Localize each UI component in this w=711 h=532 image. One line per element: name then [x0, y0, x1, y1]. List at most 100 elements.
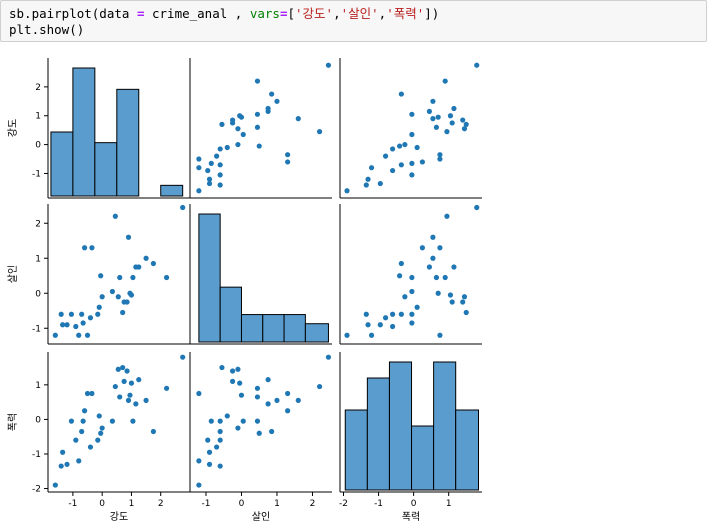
scatter-point: [274, 397, 280, 403]
y-tick-label: 1: [35, 112, 41, 122]
scatter-point: [254, 385, 261, 391]
scatter-point: [115, 294, 121, 300]
pairplot-cell-2-2: [339, 352, 482, 493]
scatter-point: [274, 98, 280, 104]
scatter-point: [344, 332, 350, 338]
y-tick-label: 2: [35, 83, 41, 93]
histogram-bar: [433, 361, 457, 491]
scatter-point: [60, 322, 66, 328]
scatter-point: [382, 153, 389, 159]
scatter-point: [96, 413, 102, 419]
scatter-point: [60, 449, 66, 455]
scatter-point: [254, 418, 261, 424]
histogram-bar: [198, 213, 221, 343]
x-tick-label: -1: [68, 499, 77, 509]
scatter-point: [133, 401, 139, 407]
scatter-point: [368, 332, 375, 338]
x-tick-label: -1: [201, 499, 210, 509]
histogram-bar: [94, 142, 118, 197]
scatter-point: [474, 62, 480, 68]
scatter-point: [235, 141, 241, 148]
scatter-point: [219, 121, 225, 127]
scatter-point: [208, 160, 214, 166]
scatter-point: [398, 311, 404, 317]
scatter-point: [130, 418, 136, 424]
scatter-point: [115, 366, 121, 372]
scatter-point: [409, 111, 415, 117]
scatter-point: [451, 264, 457, 270]
histogram-bar: [455, 409, 479, 491]
x-tick-label: 1: [129, 499, 135, 509]
histogram-bar: [388, 361, 413, 491]
scatter-point: [461, 126, 468, 132]
y-tick-label: 1: [35, 381, 41, 391]
scatter-point: [238, 392, 245, 398]
scatter-point: [219, 364, 225, 371]
scatter-point: [127, 290, 133, 296]
scatter-point: [254, 111, 261, 117]
scatter-point: [133, 264, 139, 270]
scatter-point: [365, 176, 371, 182]
scatter-point: [95, 311, 101, 317]
scatter-point: [80, 320, 86, 326]
scatter-point: [430, 255, 436, 261]
scatter-point: [121, 378, 127, 384]
scatter-point: [205, 167, 211, 174]
x-axis-label: 살인: [252, 511, 270, 523]
histogram-bar: [116, 88, 140, 197]
scatter-point: [81, 408, 88, 414]
scatter-point: [76, 458, 82, 464]
scatter-point: [127, 392, 133, 398]
scatter-point: [295, 116, 301, 122]
x-axis-label: 강도: [110, 511, 128, 523]
code-cell[interactable]: sb.pairplot(data = crime_anal , vars=['강…: [0, 0, 707, 42]
scatter-point: [224, 413, 230, 419]
scatter-point: [196, 165, 202, 171]
pairplot-cell-1-1: [189, 204, 332, 345]
scatter-point: [99, 294, 105, 300]
scatter-point: [196, 188, 202, 194]
scatter-point: [389, 311, 396, 317]
scatter-point: [96, 304, 102, 310]
scatter-point: [76, 332, 82, 338]
histogram-bar: [262, 314, 285, 343]
scatter-point: [344, 188, 350, 194]
scatter-point: [112, 383, 118, 390]
y-tick-label: -1: [32, 324, 41, 334]
scatter-point: [397, 273, 403, 279]
scatter-point: [414, 144, 420, 151]
scatter-point: [230, 368, 236, 374]
x-tick-label: 0: [99, 499, 105, 509]
scatter-point: [89, 390, 95, 397]
histogram-bar: [240, 314, 264, 343]
x-tick-label: 0: [411, 499, 417, 509]
pairplot-figure: -1 0 1 2 강도 -1 0 1 2 살인 -2 -1 0 1 폭력 -1 0 1 2 강도 -1 0 1 2 살인 -2 -1…: [7, 58, 482, 523]
scatter-point: [409, 320, 415, 326]
scatter-point: [217, 146, 223, 152]
scatter-point: [402, 141, 408, 148]
scatter-point: [238, 114, 245, 120]
scatter-point: [409, 311, 415, 317]
y-tick-label: 2: [35, 219, 41, 229]
histogram-bar: [50, 131, 74, 197]
histogram-bar: [160, 184, 184, 197]
scatter-point: [143, 255, 149, 261]
scatter-point: [163, 385, 170, 391]
scatter-point: [325, 62, 332, 68]
pairplot-cell-1-0: [47, 204, 190, 345]
histogram-bar: [304, 323, 329, 343]
scatter-point: [150, 260, 157, 267]
scatter-point: [130, 274, 136, 281]
scatter-point: [269, 91, 275, 97]
scatter-point: [265, 401, 271, 407]
scatter-point: [79, 311, 85, 317]
scatter-point: [437, 332, 443, 338]
scatter-point: [235, 366, 241, 372]
scatter-point: [217, 437, 223, 443]
scatter-point: [109, 418, 116, 424]
scatter-point: [368, 165, 375, 171]
scatter-point: [68, 311, 75, 317]
x-tick-label: 1: [274, 499, 280, 509]
scatter-point: [254, 78, 261, 84]
scatter-point: [435, 290, 441, 296]
